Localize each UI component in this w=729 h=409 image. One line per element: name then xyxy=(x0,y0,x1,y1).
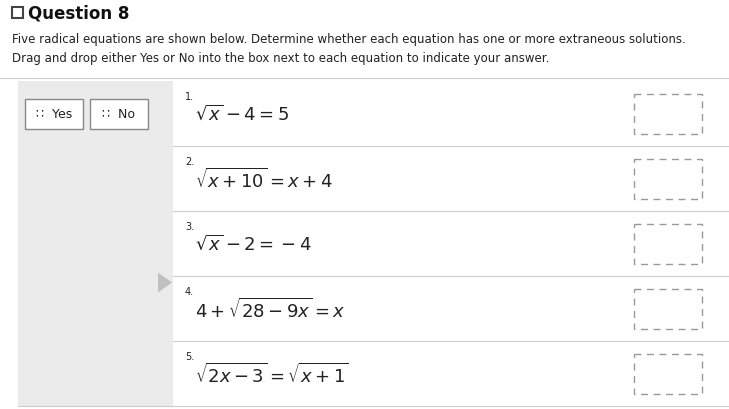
Text: 1.: 1. xyxy=(185,92,194,102)
Text: 2.: 2. xyxy=(185,157,194,166)
Text: Drag and drop either Yes or No into the box next to each equation to indicate yo: Drag and drop either Yes or No into the … xyxy=(12,52,550,65)
Bar xyxy=(634,354,702,393)
Text: 4.: 4. xyxy=(185,286,194,296)
Bar xyxy=(634,289,702,329)
Bar xyxy=(634,224,702,264)
Polygon shape xyxy=(158,273,172,293)
Text: 3.: 3. xyxy=(185,221,194,231)
Text: Question 8: Question 8 xyxy=(28,4,129,22)
Bar xyxy=(634,94,702,134)
Text: $\sqrt{x + 10} = x + 4$: $\sqrt{x + 10} = x + 4$ xyxy=(195,167,333,191)
Text: $\sqrt{2x - 3} = \sqrt{x + 1}$: $\sqrt{2x - 3} = \sqrt{x + 1}$ xyxy=(195,362,349,386)
Bar xyxy=(25,100,83,130)
Text: Five radical equations are shown below. Determine whether each equation has one : Five radical equations are shown below. … xyxy=(12,33,686,46)
Text: ∷  No: ∷ No xyxy=(103,108,136,121)
Text: $4 + \sqrt{28 - 9x} = x$: $4 + \sqrt{28 - 9x} = x$ xyxy=(195,297,346,321)
Text: $\sqrt{x} - 2 = -4$: $\sqrt{x} - 2 = -4$ xyxy=(195,234,312,254)
Text: 5.: 5. xyxy=(185,351,194,361)
Bar xyxy=(18,82,173,406)
Bar xyxy=(12,8,23,19)
Text: ∷  Yes: ∷ Yes xyxy=(36,108,72,121)
Bar xyxy=(634,159,702,199)
Bar xyxy=(173,82,729,406)
Text: $\sqrt{x} - 4 = 5$: $\sqrt{x} - 4 = 5$ xyxy=(195,105,289,124)
Bar xyxy=(90,100,148,130)
